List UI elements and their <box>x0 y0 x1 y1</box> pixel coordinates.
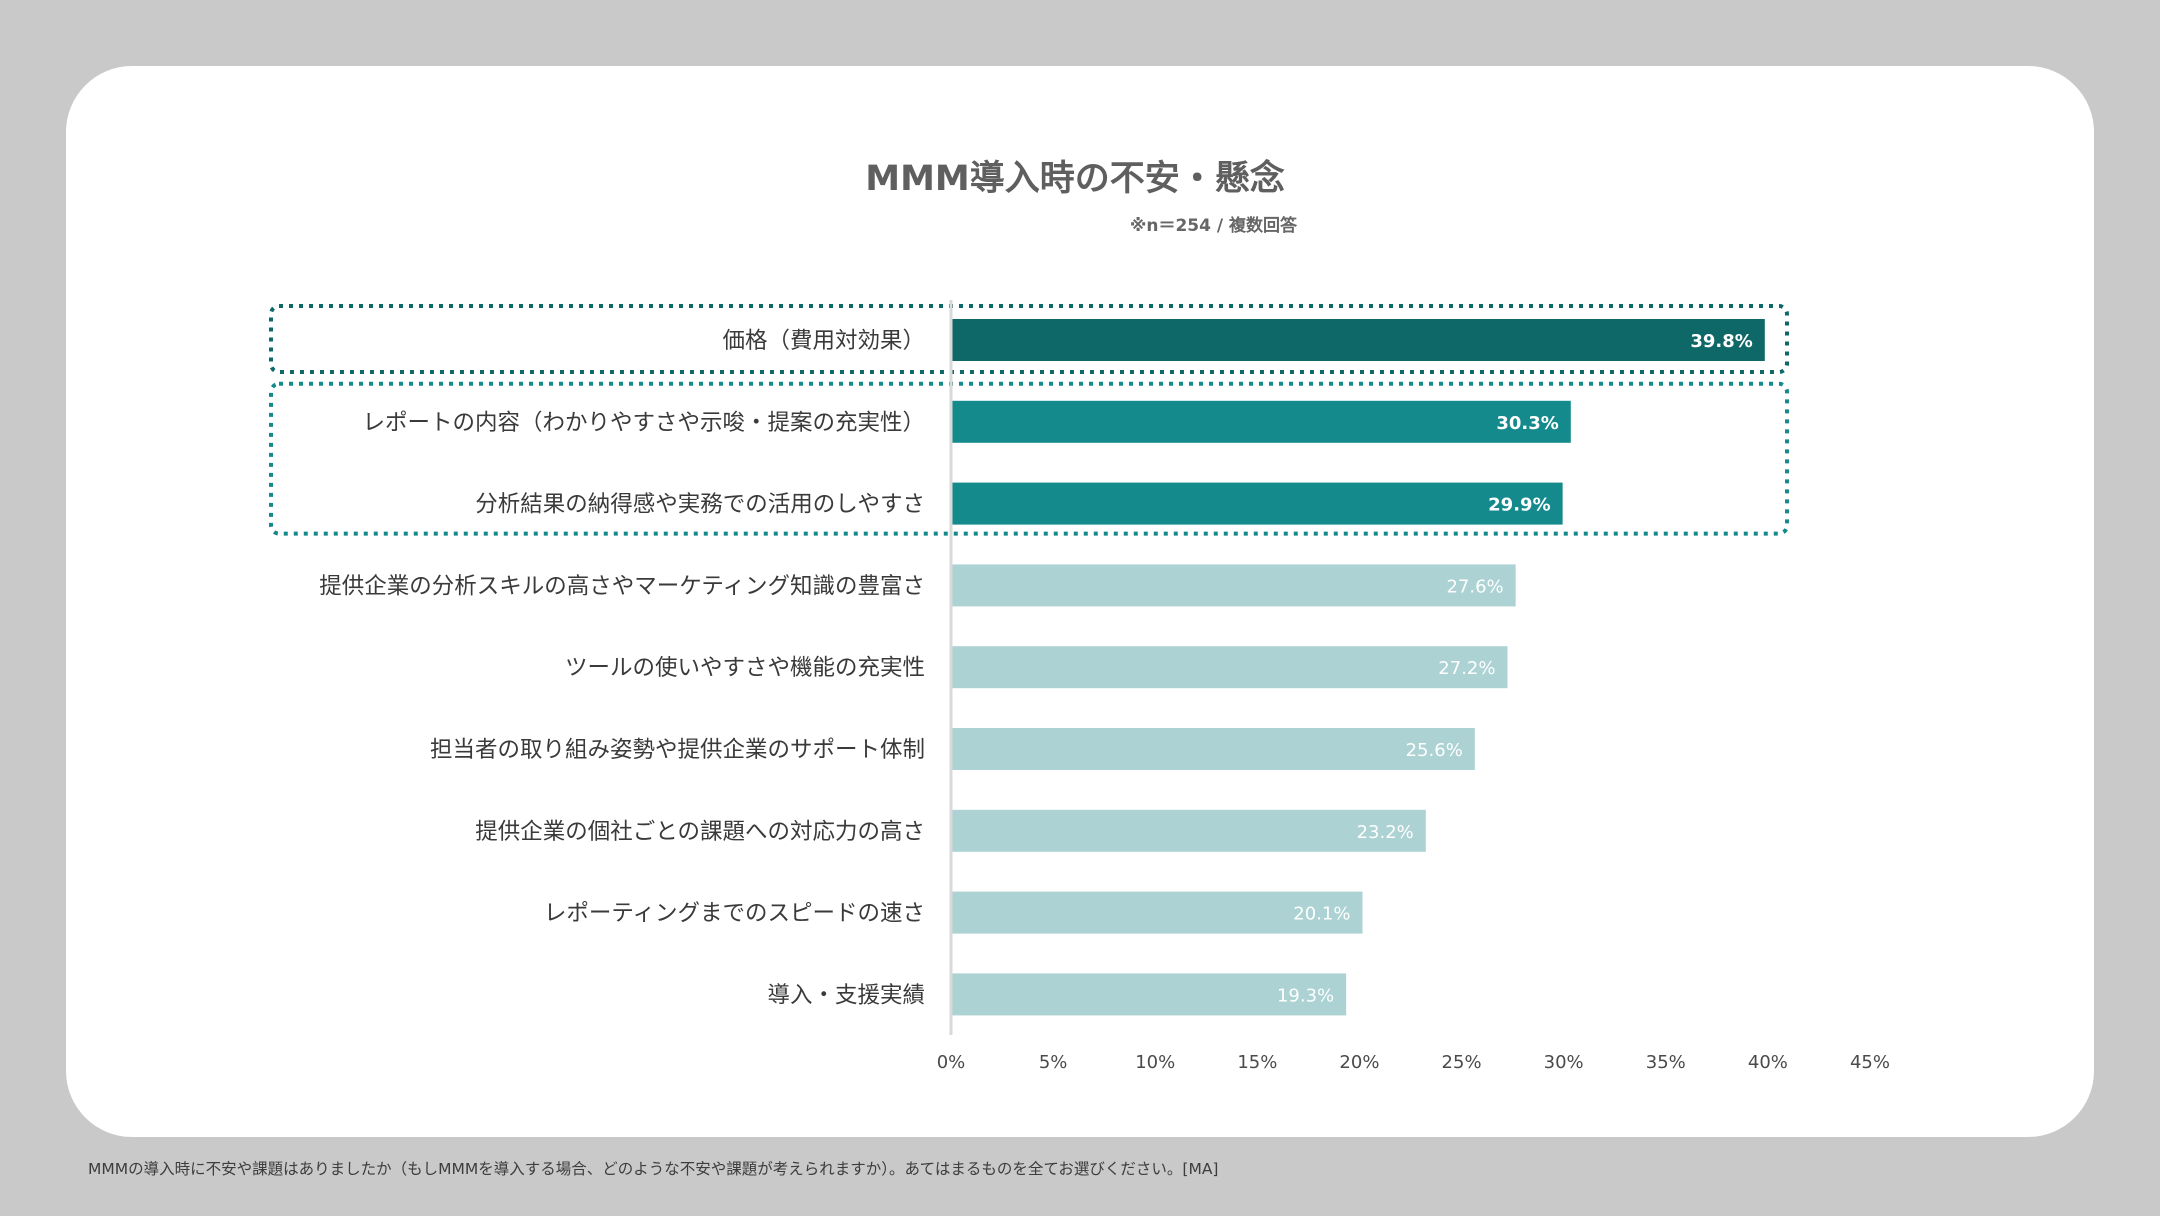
x-tick-labels: 0% 5% 10% 15% 20% 25% 30% 35% 40% 45% <box>937 1052 1890 1073</box>
category-label: 担当者の取り組み姿勢や提供企業のサポート体制 <box>430 737 925 763</box>
bar <box>952 482 1563 525</box>
x-tick-label: 20% <box>1339 1052 1379 1073</box>
bar <box>952 646 1508 689</box>
category-labels: 価格（費用対効果） レポートの内容（わかりやすさや示唆・提案の充実性） 分析結果の納… <box>319 328 925 1008</box>
bar <box>952 400 1571 443</box>
category-label: 分析結果の納得感や実務での活用のしやすさ <box>475 492 925 518</box>
category-label: 価格（費用対効果） <box>722 328 925 354</box>
bar <box>952 319 1765 361</box>
highlight-box-2 <box>269 381 1789 536</box>
value-label: 19.3% <box>1277 985 1334 1006</box>
survey-question-footnote: MMMの導入時に不安や課題はありましたか（もしMMMを導入する場合、どのような不… <box>88 1160 1219 1178</box>
x-tick-label: 0% <box>937 1052 966 1073</box>
x-tick-label: 10% <box>1135 1052 1175 1073</box>
category-label: 導入・支援実績 <box>767 982 925 1008</box>
value-label: 39.8% <box>1690 331 1752 352</box>
x-tick-label: 40% <box>1748 1052 1788 1073</box>
highlight-boxes <box>269 304 1789 536</box>
chart-subtitle: ※n＝254 / 複数回答 <box>1129 216 1297 236</box>
x-tick-label: 35% <box>1646 1052 1686 1073</box>
category-label: 提供企業の分析スキルの高さやマーケティング知識の豊富さ <box>319 573 925 599</box>
value-label: 23.2% <box>1357 822 1414 843</box>
bar <box>952 564 1516 607</box>
bar <box>952 891 1363 934</box>
x-tick-label: 5% <box>1039 1052 1068 1073</box>
value-label: 27.6% <box>1446 576 1503 597</box>
value-label: 30.3% <box>1496 413 1558 434</box>
value-labels: 39.8% 30.3% 29.9% 27.6% 27.2% 25.6% 23.2% 20.1%… <box>1277 331 1753 1006</box>
value-label: 27.2% <box>1438 658 1495 679</box>
value-label: 29.9% <box>1488 495 1550 516</box>
chart-title: MMM導入時の不安・懸念 <box>865 159 1285 199</box>
bar <box>952 809 1426 852</box>
highlight-box-1 <box>269 304 1789 374</box>
category-label: ツールの使いやすさや機能の充実性 <box>565 655 925 681</box>
bar <box>952 973 1347 1016</box>
value-label: 25.6% <box>1406 740 1463 761</box>
bar <box>952 728 1475 770</box>
x-tick-label: 15% <box>1237 1052 1277 1073</box>
category-label: レポートの内容（わかりやすさや示唆・提案の充実性） <box>362 410 925 436</box>
category-label: レポーティングまでのスピードの速さ <box>544 901 925 927</box>
category-label: 提供企業の個社ごとの課題への対応力の高さ <box>475 819 925 845</box>
value-label: 20.1% <box>1293 904 1350 925</box>
x-tick-label: 30% <box>1544 1052 1584 1073</box>
bars <box>952 319 1765 1016</box>
x-tick-label: 45% <box>1850 1052 1890 1073</box>
x-tick-label: 25% <box>1442 1052 1482 1073</box>
